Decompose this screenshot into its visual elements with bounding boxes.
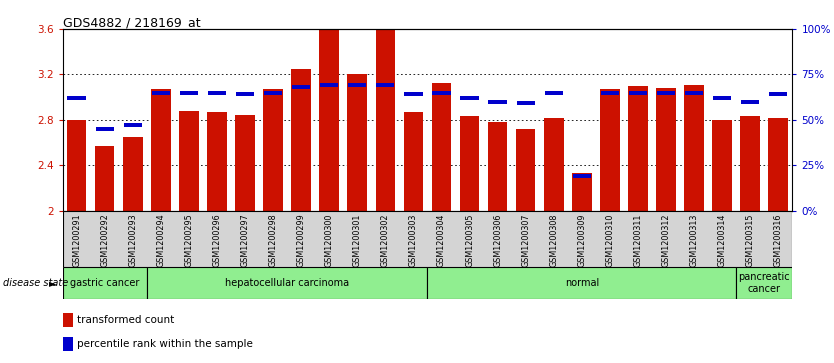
Text: GSM1200300: GSM1200300: [324, 213, 334, 267]
Text: GSM1200306: GSM1200306: [493, 213, 502, 267]
Bar: [68, 96, 86, 100]
Text: GSM1200305: GSM1200305: [465, 213, 474, 267]
Text: GSM1200294: GSM1200294: [156, 213, 165, 267]
Bar: [63, 313, 73, 327]
Bar: [432, 91, 450, 94]
Text: GSM1200312: GSM1200312: [661, 213, 671, 267]
Bar: [320, 83, 339, 87]
Bar: [628, 86, 648, 211]
Text: normal: normal: [565, 278, 599, 288]
Bar: [375, 30, 395, 211]
Bar: [291, 69, 311, 211]
Bar: [516, 129, 535, 211]
Bar: [516, 102, 535, 105]
Text: pancreatic
cancer: pancreatic cancer: [738, 272, 790, 294]
Text: GSM1200295: GSM1200295: [184, 213, 193, 267]
Bar: [712, 120, 732, 211]
Text: GSM1200309: GSM1200309: [577, 213, 586, 267]
Bar: [432, 83, 451, 211]
Bar: [489, 100, 507, 103]
Bar: [656, 88, 676, 211]
FancyBboxPatch shape: [736, 267, 792, 299]
Text: GSM1200298: GSM1200298: [269, 213, 278, 267]
Text: GSM1200292: GSM1200292: [100, 213, 109, 267]
Text: GSM1200311: GSM1200311: [634, 213, 642, 267]
Bar: [741, 100, 759, 103]
Bar: [207, 112, 227, 211]
Bar: [123, 123, 142, 127]
Text: GSM1200304: GSM1200304: [437, 213, 446, 267]
Bar: [95, 146, 114, 211]
Bar: [769, 93, 787, 96]
Bar: [685, 91, 703, 94]
Bar: [67, 120, 87, 211]
Text: hepatocellular carcinoma: hepatocellular carcinoma: [225, 278, 349, 288]
Bar: [180, 91, 198, 94]
Bar: [63, 337, 73, 351]
Bar: [460, 96, 479, 100]
Bar: [572, 173, 591, 211]
Bar: [264, 91, 282, 94]
Text: GSM1200296: GSM1200296: [213, 213, 221, 267]
Bar: [545, 91, 563, 94]
Bar: [684, 85, 704, 211]
Text: percentile rank within the sample: percentile rank within the sample: [77, 339, 253, 349]
Bar: [235, 115, 255, 211]
Bar: [63, 211, 792, 267]
FancyBboxPatch shape: [63, 267, 147, 299]
Bar: [292, 85, 310, 89]
Bar: [713, 96, 731, 100]
Bar: [460, 117, 480, 211]
Bar: [264, 89, 283, 211]
Text: disease state: disease state: [3, 278, 68, 288]
Bar: [657, 91, 675, 94]
Text: GSM1200315: GSM1200315: [746, 213, 755, 267]
Bar: [741, 117, 760, 211]
Text: GSM1200303: GSM1200303: [409, 213, 418, 267]
Bar: [348, 83, 366, 87]
Bar: [348, 74, 367, 211]
Bar: [404, 112, 423, 211]
Bar: [600, 89, 620, 211]
Bar: [600, 91, 619, 94]
Text: GSM1200307: GSM1200307: [521, 213, 530, 267]
Text: GSM1200308: GSM1200308: [550, 213, 558, 267]
Text: GSM1200293: GSM1200293: [128, 213, 138, 267]
Text: ►: ►: [49, 278, 57, 288]
Bar: [768, 118, 788, 211]
Bar: [208, 91, 226, 94]
Bar: [151, 89, 171, 211]
Text: GSM1200313: GSM1200313: [690, 213, 699, 267]
Bar: [123, 137, 143, 211]
Bar: [319, 30, 339, 211]
FancyBboxPatch shape: [428, 267, 736, 299]
Text: gastric cancer: gastric cancer: [70, 278, 139, 288]
Text: GSM1200297: GSM1200297: [240, 213, 249, 267]
Bar: [488, 122, 507, 211]
Bar: [544, 118, 564, 211]
Bar: [573, 174, 591, 178]
Text: transformed count: transformed count: [77, 315, 174, 325]
Text: GSM1200299: GSM1200299: [297, 213, 305, 267]
Text: GSM1200302: GSM1200302: [381, 213, 389, 267]
Text: GSM1200316: GSM1200316: [774, 213, 783, 267]
Text: GSM1200301: GSM1200301: [353, 213, 362, 267]
Text: GDS4882 / 218169_at: GDS4882 / 218169_at: [63, 16, 200, 29]
FancyBboxPatch shape: [147, 267, 428, 299]
Bar: [236, 93, 254, 96]
Text: GSM1200291: GSM1200291: [72, 213, 81, 267]
Text: GSM1200314: GSM1200314: [717, 213, 726, 267]
Bar: [629, 91, 647, 94]
Text: GSM1200310: GSM1200310: [605, 213, 615, 267]
Bar: [152, 91, 170, 94]
Bar: [376, 83, 394, 87]
Bar: [179, 111, 198, 211]
Bar: [96, 127, 113, 131]
Bar: [404, 93, 423, 96]
